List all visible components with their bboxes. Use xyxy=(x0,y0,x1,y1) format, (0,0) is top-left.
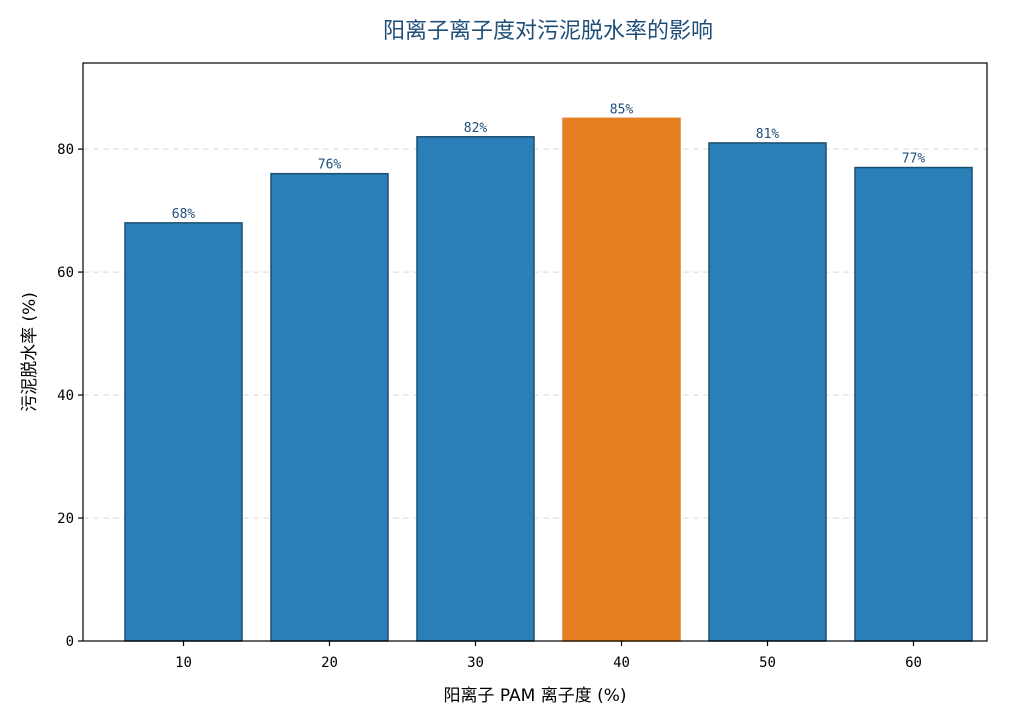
y-axis-label: 污泥脱水率 (%) xyxy=(20,292,40,412)
x-tick-label: 10 xyxy=(175,655,192,671)
x-tick-label: 60 xyxy=(905,655,922,671)
y-tick-label: 20 xyxy=(57,511,74,527)
x-tick-label: 40 xyxy=(613,655,630,671)
bars xyxy=(124,117,973,642)
bar-60 xyxy=(854,166,973,642)
y-tick-label: 80 xyxy=(57,142,74,158)
x-tick-label: 30 xyxy=(467,655,484,671)
chart-title: 阳离子离子度对污泥脱水率的影响 xyxy=(383,19,713,44)
x-axis: 10 20 30 40 50 60 xyxy=(175,641,922,671)
y-tick-label: 60 xyxy=(57,265,74,281)
x-tick-label: 50 xyxy=(759,655,776,671)
bar-50 xyxy=(708,142,827,642)
data-label-60: 77% xyxy=(902,152,926,167)
y-tick-label: 0 xyxy=(66,634,74,650)
data-labels: 68% 76% 82% 85% 81% 77% xyxy=(172,102,926,222)
y-tick-label: 40 xyxy=(57,388,74,404)
data-label-30: 82% xyxy=(464,121,488,136)
data-label-10: 68% xyxy=(172,207,196,222)
bar-30 xyxy=(416,136,535,642)
data-label-20: 76% xyxy=(318,158,342,173)
x-axis-label: 阳离子 PAM 离子度 (%) xyxy=(443,686,626,706)
x-tick-label: 20 xyxy=(321,655,338,671)
y-axis: 0 20 40 60 80 xyxy=(57,142,83,650)
bar-20 xyxy=(270,172,389,642)
data-label-40: 85% xyxy=(610,102,634,117)
plot-area-frame xyxy=(82,62,988,642)
data-label-50: 81% xyxy=(756,127,780,142)
bar-40 xyxy=(562,117,681,642)
bar-10 xyxy=(124,222,243,642)
